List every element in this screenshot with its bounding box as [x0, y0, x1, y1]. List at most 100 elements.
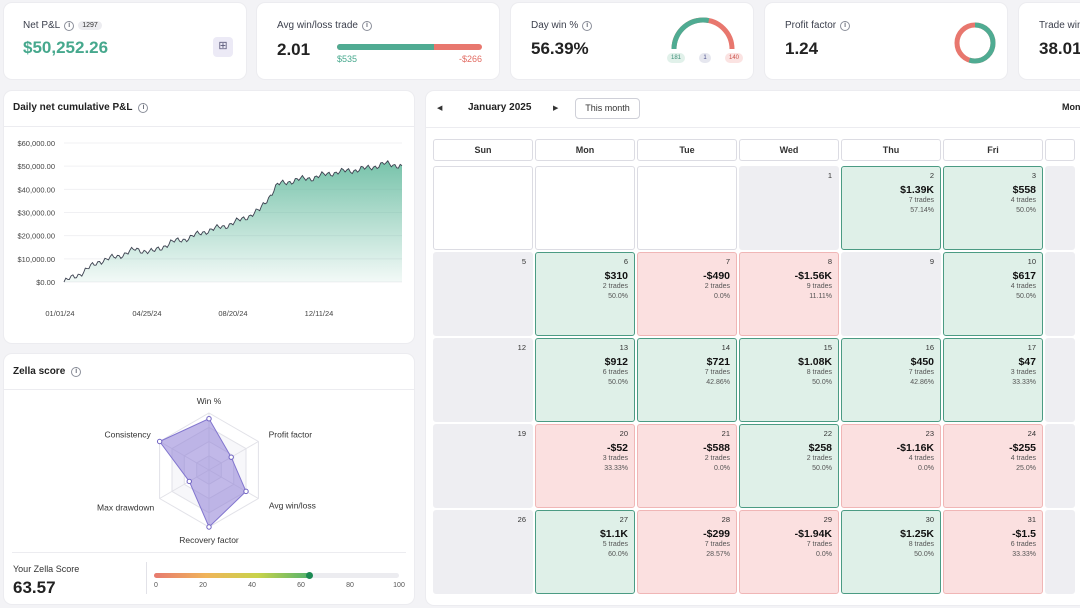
calendar-day-cell-partial: [1045, 338, 1075, 422]
day-win-value: 56.39%: [531, 39, 589, 58]
calendar-day-cell[interactable]: 31 -$1.5 6 trades 33.33%: [943, 510, 1043, 594]
radar-point: [228, 454, 234, 460]
x-tick-label: 08/20/24: [218, 309, 247, 318]
day-number: 23: [925, 429, 934, 438]
calendar-day-cell[interactable]: 17 $47 3 trades 33.33%: [943, 338, 1043, 422]
day-win-gauge: [671, 17, 735, 50]
day-number: 22: [823, 429, 832, 438]
trade-count-badge: 1297: [78, 21, 102, 30]
day-trades: 2 trades: [704, 283, 730, 290]
day-pnl: -$588: [703, 442, 730, 454]
calendar-day-cell[interactable]: 27 $1.1K 5 trades 60.0%: [535, 510, 635, 594]
trade-win-label: Trade win: [1039, 20, 1080, 31]
day-trades: 7 trades: [908, 197, 934, 204]
score-scale-tick: 20: [199, 582, 207, 589]
calendar-day-cell[interactable]: 12: [433, 338, 533, 422]
day-number: 7: [725, 257, 730, 266]
day-trades: 8 trades: [908, 541, 934, 548]
y-tick-label: $0.00: [36, 278, 55, 287]
y-tick-label: $20,000.00: [17, 232, 55, 241]
day-pnl: $310: [604, 270, 628, 282]
day-pnl: $450: [910, 356, 934, 368]
day-win-rate: 50.0%: [608, 379, 628, 386]
calendar-day-cell[interactable]: 9: [841, 252, 941, 336]
weekday-header-tue: Tue: [637, 139, 737, 161]
calendar-day-cell[interactable]: 21 -$588 2 trades 0.0%: [637, 424, 737, 508]
day-number: 27: [619, 515, 628, 524]
calendar-day-cell[interactable]: 14 $721 7 trades 42.86%: [637, 338, 737, 422]
calendar-view-label[interactable]: Mon: [1062, 102, 1080, 112]
day-number: 13: [619, 343, 628, 352]
prev-month-icon[interactable]: ◀: [437, 105, 443, 112]
pnl-line: [63, 160, 403, 283]
calendar-day-cell[interactable]: 16 $450 7 trades 42.86%: [841, 338, 941, 422]
calendar-day-cell[interactable]: 15 $1.08K 8 trades 50.0%: [739, 338, 839, 422]
calendar-day-cell[interactable]: 10 $617 4 trades 50.0%: [943, 252, 1043, 336]
info-icon[interactable]: i: [71, 366, 82, 377]
win-loss-bar-fill: [337, 44, 435, 50]
calendar-day-cell[interactable]: 24 -$255 4 trades 25.0%: [943, 424, 1043, 508]
expand-icon[interactable]: ⊞: [213, 37, 233, 57]
info-icon[interactable]: i: [582, 20, 593, 31]
calendar-day-cell[interactable]: 28 -$299 7 trades 28.57%: [637, 510, 737, 594]
day-trades: 2 trades: [806, 455, 832, 462]
day-number: 9: [929, 257, 934, 266]
calendar-day-cell[interactable]: 20 -$52 3 trades 33.33%: [535, 424, 635, 508]
radar-axis-label: Consistency: [104, 430, 151, 440]
pnl-chart-card: Daily net cumulative P&L i $60,000.00 $50…: [4, 91, 414, 343]
radar-point: [156, 438, 163, 445]
profit-factor-ring: [954, 22, 996, 64]
calendar-day-cell[interactable]: 30 $1.25K 8 trades 50.0%: [841, 510, 941, 594]
weekday-header-mon: Mon: [535, 139, 635, 161]
days-won-count: 181: [667, 53, 686, 63]
day-pnl: -$255: [1009, 442, 1036, 454]
day-number: 31: [1027, 515, 1036, 524]
calendar-day-cell[interactable]: 29 -$1.94K 7 trades 0.0%: [739, 510, 839, 594]
calendar-day-cell[interactable]: 19: [433, 424, 533, 508]
day-trades: 3 trades: [1010, 369, 1036, 376]
calendar-day-cell[interactable]: 6 $310 2 trades 50.0%: [535, 252, 635, 336]
radar-point: [206, 524, 212, 530]
calendar-day-cell[interactable]: 23 -$1.16K 4 trades 0.0%: [841, 424, 941, 508]
calendar-day-cell[interactable]: 7 -$490 2 trades 0.0%: [637, 252, 737, 336]
zella-radar-chart: Win % Profit factor Avg win/loss Recovery f…: [97, 396, 316, 545]
calendar-day-cell[interactable]: 13 $912 6 trades 50.0%: [535, 338, 635, 422]
score-scale-tick: 40: [248, 582, 256, 589]
info-icon[interactable]: i: [361, 20, 372, 31]
next-month-icon[interactable]: ▶: [553, 105, 559, 112]
day-trades: 7 trades: [704, 369, 730, 376]
day-trades: 2 trades: [602, 283, 628, 290]
calendar-day-cell[interactable]: 3 $558 4 trades 50.0%: [943, 166, 1043, 250]
weekday-header-sun: Sun: [433, 139, 533, 161]
calendar-day-cell[interactable]: 2 $1.39K 7 trades 57.14%: [841, 166, 941, 250]
info-icon[interactable]: i: [64, 20, 75, 31]
calendar-day-cell[interactable]: 26: [433, 510, 533, 594]
day-pnl: $1.1K: [599, 528, 628, 540]
radar-point: [206, 416, 212, 422]
calendar-day-cell[interactable]: 5: [433, 252, 533, 336]
day-number: 21: [721, 429, 730, 438]
x-tick-label: 12/11/24: [305, 309, 334, 318]
weekday-header-fri: Fri: [943, 139, 1043, 161]
day-win-card: Day win % i 56.39% 181 1 140: [511, 3, 753, 79]
day-number: 6: [623, 257, 628, 266]
y-tick-label: $60,000.00: [17, 139, 55, 148]
day-pnl: -$52: [606, 442, 628, 454]
calendar-day-cell[interactable]: 8 -$1.56K 9 trades 11.11%: [739, 252, 839, 336]
y-tick-label: $10,000.00: [17, 255, 55, 264]
day-pnl: -$299: [703, 528, 730, 540]
radar-axis-label: Win %: [197, 396, 222, 406]
day-trades: 7 trades: [908, 369, 934, 376]
day-trades: 8 trades: [806, 369, 832, 376]
calendar-day-cell[interactable]: 1: [739, 166, 839, 250]
trade-win-value: 38.01: [1039, 39, 1080, 58]
this-month-button[interactable]: This month: [575, 98, 640, 119]
info-icon[interactable]: i: [138, 102, 149, 113]
calendar-day-cell[interactable]: 22 $258 2 trades 50.0%: [739, 424, 839, 508]
day-pnl: -$1.16K: [896, 442, 934, 454]
profit-factor-value: 1.24: [785, 39, 819, 58]
day-pnl: $1.25K: [900, 528, 934, 540]
info-icon[interactable]: i: [840, 20, 851, 31]
day-pnl: $47: [1018, 356, 1036, 368]
day-number: 17: [1027, 343, 1036, 352]
